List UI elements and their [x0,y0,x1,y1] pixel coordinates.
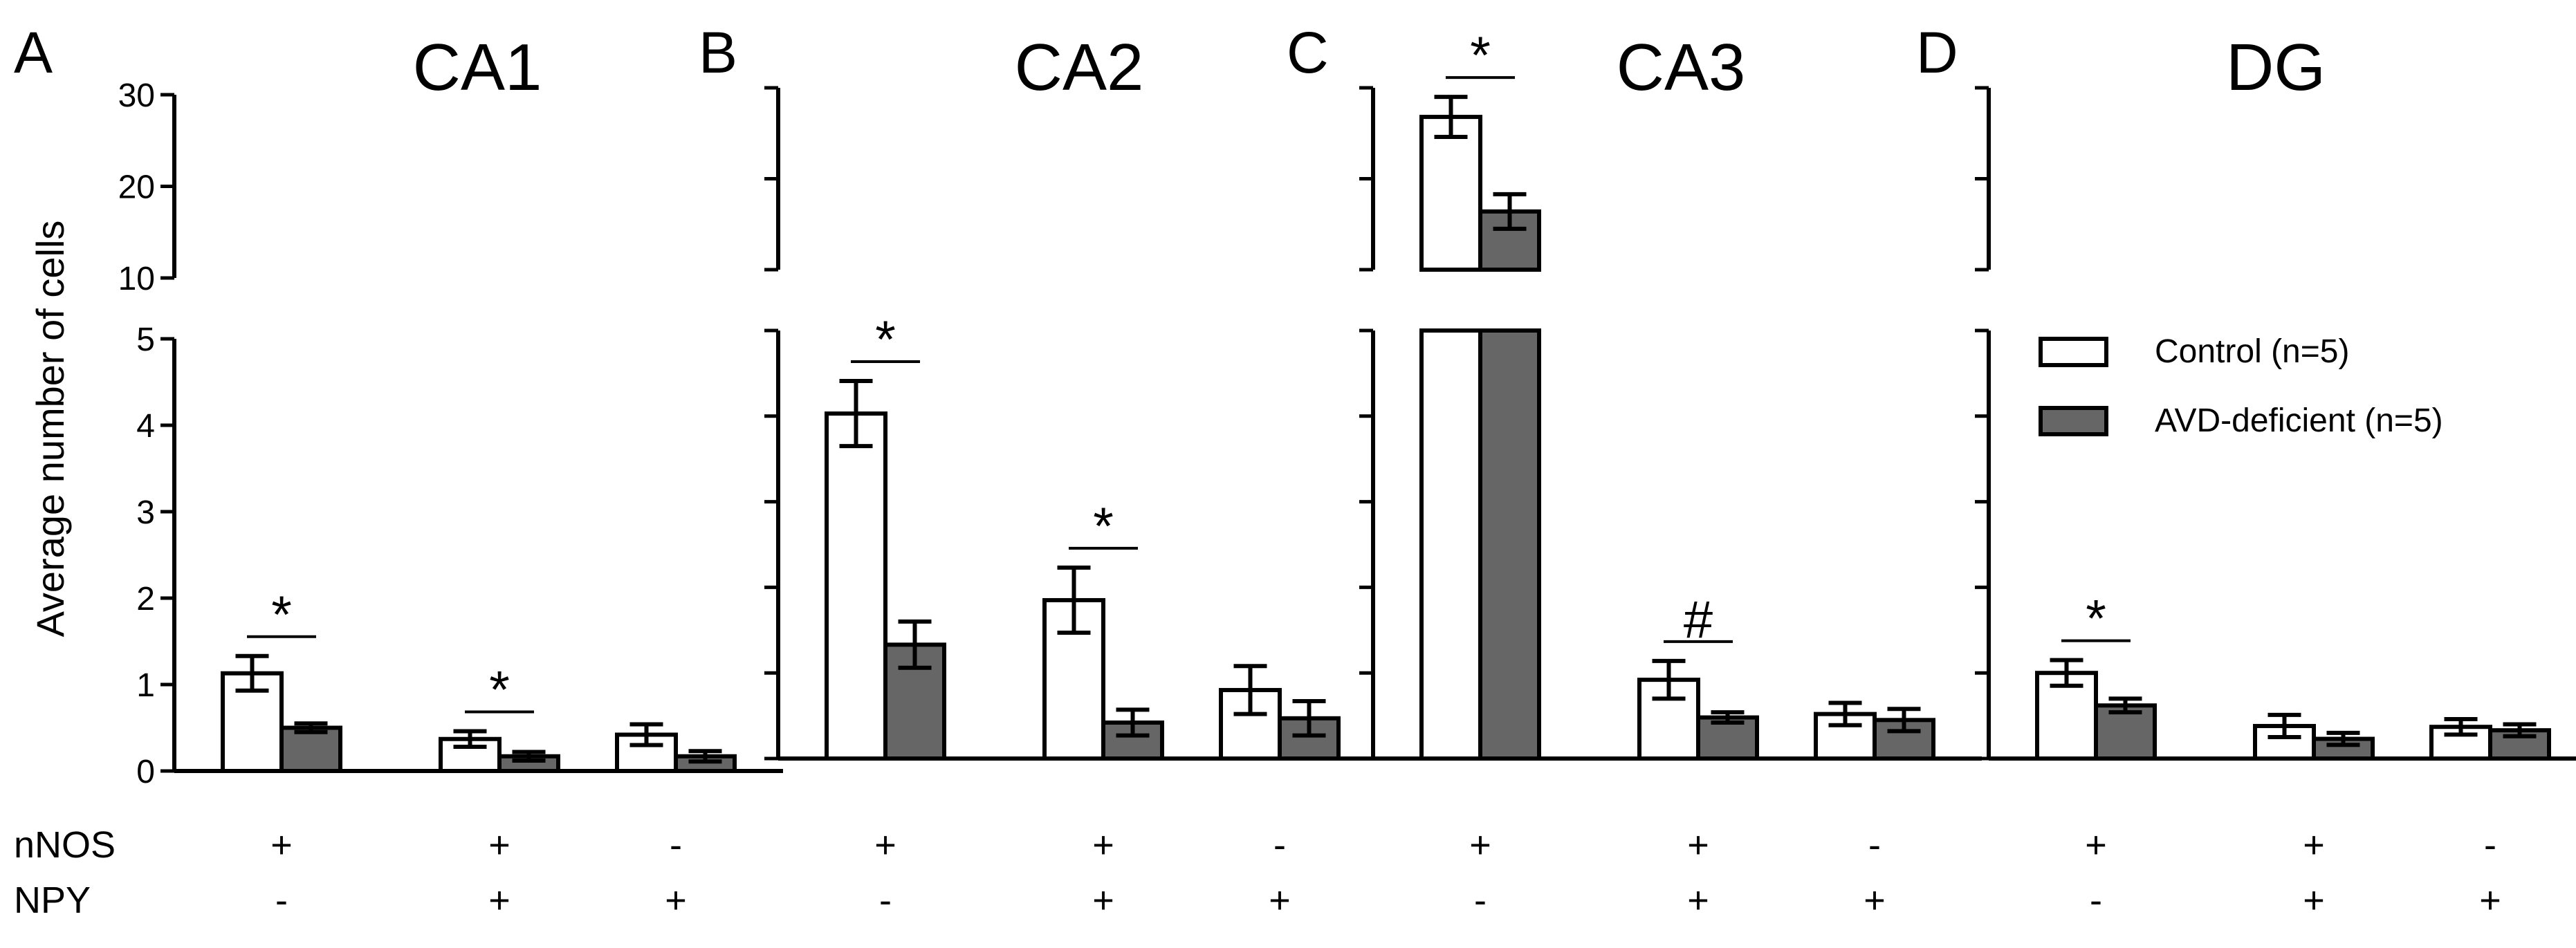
condition-symbol: + [665,880,687,921]
bar-control [825,411,887,761]
y-tick-label: 2 [136,581,155,617]
y-tick-label: 5 [136,322,155,358]
significance-marker: * [875,310,896,369]
condition-symbol: + [1687,824,1709,866]
y-tick-label: 1 [136,667,155,704]
y-tick-label: 3 [136,494,155,531]
legend-swatch-control [2039,337,2108,367]
condition-labels: + + - - + + + + - - + + + + - - + + + + - - + + nNOS NPY [14,824,2501,921]
condition-symbol: + [1269,880,1291,921]
condition-symbol: - [275,880,288,921]
significance-marker: * [1470,26,1491,85]
y-axis-label: Average number of cells [28,221,72,638]
y-tick-label: 0 [136,754,155,790]
condition-symbol: - [1273,824,1286,866]
y-tick-label: 10 [118,261,155,297]
panel-letter-d: D [1916,20,1958,85]
significance-marker: * [2086,590,2106,649]
bar-control-lower-part [1419,328,1482,761]
panel-title-c: CA3 [1617,30,1746,104]
condition-symbol: + [2303,880,2325,921]
condition-symbol: + [1864,880,1886,921]
legend-label: Control (n=5) [2155,333,2349,370]
condition-symbol: + [2303,824,2325,866]
condition-symbol: - [1868,824,1881,866]
condition-symbol: - [670,824,682,866]
condition-label-npy: NPY [14,880,91,921]
condition-symbol: + [874,824,896,866]
panel-title-b: CA2 [1015,30,1144,104]
condition-symbol: + [2479,880,2501,921]
chart-layer: A CA1 10 20 30 0 1 2 3 4 5 Average number of cells *… [14,20,2576,790]
significance-marker: # [1684,591,1713,649]
panel-letter-b: B [699,20,737,85]
condition-symbol: + [2085,824,2107,866]
significance-marker: * [271,586,292,644]
significance-marker: * [1093,497,1114,556]
condition-symbol: - [1474,880,1487,921]
condition-symbol: + [1092,880,1114,921]
panel-letter-a: A [14,20,53,85]
panel-title-d: DG [2226,30,2326,104]
condition-symbol: + [1092,824,1114,866]
condition-symbol: + [1469,824,1491,866]
condition-symbol: + [488,824,510,866]
bar-avd-deficient [279,725,342,773]
legend-swatch-avd-deficient [2039,406,2108,436]
condition-symbol: + [1687,880,1709,921]
condition-symbol: - [879,880,892,921]
condition-label-nnos: nNOS [14,824,116,866]
condition-symbol: - [2090,880,2102,921]
y-tick-label: 20 [118,169,155,206]
y-tick-label: 30 [118,77,155,114]
y-tick-label: 4 [136,408,155,445]
legend-label: AVD-deficient (n=5) [2155,402,2443,439]
panel-letter-c: C [1287,20,1329,85]
condition-symbol: - [2484,824,2496,866]
bar-control-upper-part [1419,115,1482,272]
legend: Control (n=5) AVD-deficient (n=5) [2039,333,2443,439]
bar-avd-deficient-lower-part [1478,328,1541,761]
significance-marker: * [489,661,510,720]
condition-symbol: + [270,824,293,866]
condition-symbol: + [488,880,510,921]
panel-title-a: CA1 [413,30,542,104]
